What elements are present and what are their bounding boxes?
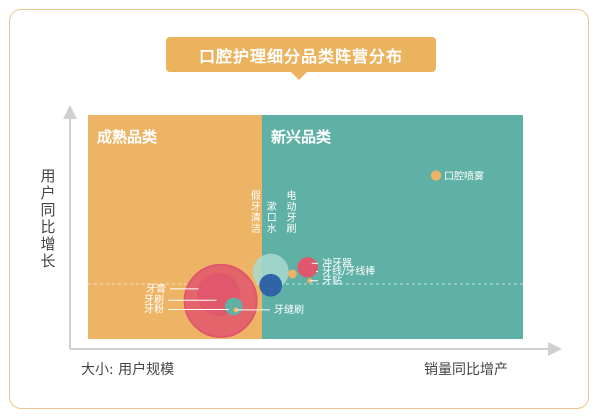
bubble-label: 电动牙刷 [286, 189, 296, 235]
bubble-label: 牙膏 [146, 282, 166, 295]
bubble-label: 牙线/牙线棒 [322, 265, 375, 278]
bubble-point [430, 170, 442, 181]
quadrant-label-emerging: 新兴品类 [271, 128, 332, 146]
bubble-label: 口腔喷雾 [444, 169, 484, 182]
bubble-label: 牙粉 [144, 303, 164, 316]
bubble-label: 漱口水 [267, 201, 277, 235]
y-axis-label: 用户同比增长 [40, 167, 56, 270]
bubble-point [307, 278, 313, 284]
bubble-label: 冲牙器 [322, 256, 352, 269]
bubble-point [259, 273, 283, 297]
title-pointer [290, 71, 308, 80]
bubble-point [288, 269, 297, 279]
bubble-label: 假牙清洁 [251, 189, 261, 235]
quadrant-emerging [262, 115, 523, 339]
bubble-point [302, 262, 318, 277]
bubble-label: 牙贴 [322, 274, 342, 287]
x-axis-label: 销量同比增产 [424, 362, 508, 378]
bubble-label: 牙缝刷 [274, 303, 304, 316]
bubble-point [224, 297, 243, 316]
size-legend-label: 大小: 用户规模 [81, 362, 175, 378]
bubble-label: 牙刷 [144, 294, 164, 306]
quadrant-label-mature: 成熟品类 [97, 128, 158, 146]
chart-title: 口腔护理细分品类阵营分布 [166, 37, 436, 72]
